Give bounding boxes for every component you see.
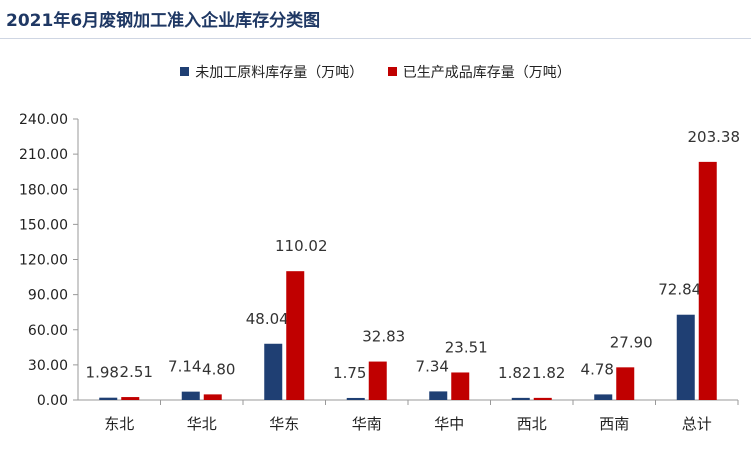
legend-item-finished: 已生产成品库存量（万吨） (387, 62, 571, 82)
x-tick-label: 西南 (599, 415, 629, 433)
legend-label-finished: 已生产成品库存量（万吨） (402, 65, 571, 81)
y-tick-label: 180.00 (19, 182, 68, 198)
legend-label-raw: 未加工原料库存量（万吨） (195, 65, 364, 81)
bar-finished-product (451, 372, 470, 400)
bar-finished-product (121, 397, 140, 400)
legend-swatch-raw (180, 67, 190, 76)
data-label-raw-material: 4.78 (581, 360, 614, 378)
data-label-raw-material: 1.82 (498, 364, 531, 382)
x-tick-label: 华中 (434, 415, 464, 433)
x-tick-label: 华东 (269, 415, 299, 433)
data-label-raw-material: 72.84 (658, 281, 701, 299)
y-tick-label: 210.00 (19, 147, 68, 163)
data-label-finished-product: 27.90 (610, 333, 653, 351)
bar-finished-product (616, 367, 635, 400)
legend: 未加工原料库存量（万吨） 已生产成品库存量（万吨） (0, 62, 751, 82)
bar-raw-material (181, 391, 200, 400)
x-tick-label: 西北 (517, 415, 547, 433)
y-tick-label: 90.00 (28, 288, 68, 304)
bar-raw-material (676, 314, 695, 400)
bar-finished-product (698, 161, 717, 400)
bar-finished-product (203, 394, 222, 400)
bar-raw-material (99, 397, 118, 400)
data-label-finished-product: 2.51 (120, 363, 153, 381)
y-tick-label: 60.00 (28, 323, 68, 339)
data-label-raw-material: 1.75 (333, 364, 366, 382)
bar-raw-material (594, 394, 613, 400)
bar-finished-product (368, 361, 387, 400)
x-tick-label: 华北 (187, 415, 217, 433)
bar-finished-product (533, 397, 552, 400)
title-divider (0, 38, 751, 39)
bar-raw-material (264, 343, 283, 400)
y-tick-label: 150.00 (19, 217, 68, 233)
y-tick-label: 120.00 (19, 253, 68, 269)
chart-title: 2021年6月废钢加工准入企业库存分类图 (6, 11, 321, 31)
y-tick-label: 30.00 (28, 358, 68, 374)
data-label-finished-product: 1.82 (532, 364, 565, 382)
data-label-finished-product: 4.80 (202, 360, 235, 378)
legend-item-raw: 未加工原料库存量（万吨） (180, 62, 363, 82)
bar-raw-material (429, 391, 448, 400)
y-tick-label: 240.00 (19, 112, 68, 128)
data-label-raw-material: 1.98 (86, 364, 119, 382)
data-label-finished-product: 203.38 (688, 128, 741, 146)
data-label-raw-material: 7.34 (416, 357, 449, 375)
legend-swatch-finished (387, 67, 397, 76)
x-tick-label: 东北 (104, 415, 134, 433)
bar-raw-material (346, 397, 365, 400)
data-label-finished-product: 23.51 (445, 338, 488, 356)
bar-raw-material (511, 397, 530, 400)
data-label-finished-product: 110.02 (275, 237, 328, 255)
x-tick-label: 总计 (682, 415, 712, 433)
bar-finished-product (286, 271, 305, 400)
data-label-raw-material: 48.04 (246, 310, 289, 328)
data-label-raw-material: 7.14 (168, 358, 201, 376)
y-tick-label: 0.00 (37, 393, 68, 409)
data-label-finished-product: 32.83 (362, 328, 405, 346)
x-tick-label: 华南 (352, 415, 382, 433)
